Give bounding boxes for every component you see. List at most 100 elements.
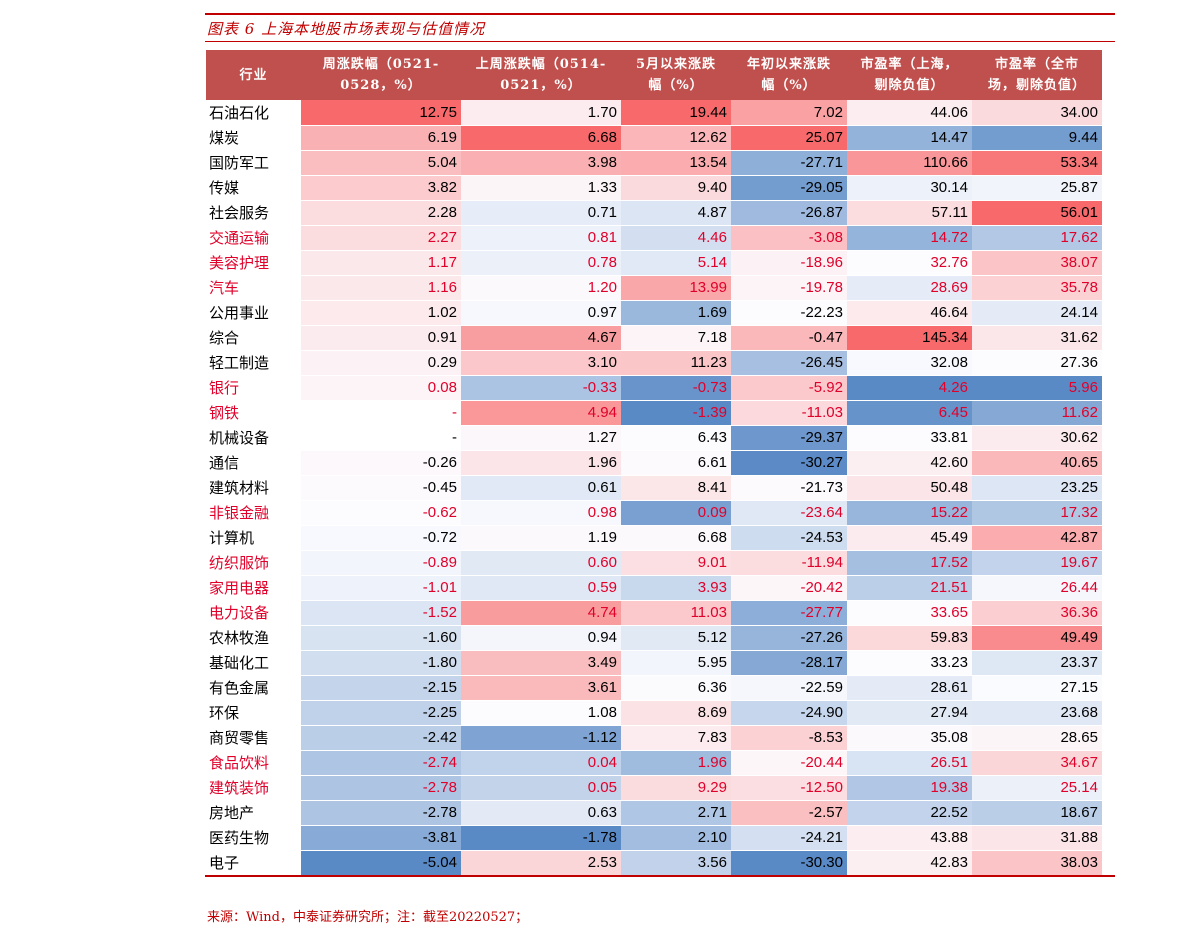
value-cell: -26.45 xyxy=(731,350,847,376)
value-cell: 0.29 xyxy=(301,350,461,376)
value-cell: 27.36 xyxy=(972,350,1102,376)
table-row: 通信 -0.26 1.96 6.61 -30.27 42.60 40.65 xyxy=(206,450,1102,476)
table-row: 国防军工 5.04 3.98 13.54 -27.71 110.66 53.34 xyxy=(206,150,1102,176)
value-cell: 2.53 xyxy=(461,850,621,876)
value-cell: 26.44 xyxy=(972,575,1102,601)
value-cell: -2.74 xyxy=(301,750,461,776)
value-cell: 6.43 xyxy=(621,425,731,451)
value-cell: 38.07 xyxy=(972,250,1102,276)
value-cell: 1.96 xyxy=(621,750,731,776)
value-cell: -2.78 xyxy=(301,800,461,826)
industry-name: 纺织服饰 xyxy=(206,550,301,576)
value-cell: 36.36 xyxy=(972,600,1102,626)
value-cell: 53.34 xyxy=(972,150,1102,176)
value-cell: -20.44 xyxy=(731,750,847,776)
value-cell: 5.12 xyxy=(621,625,731,651)
value-cell: 1.16 xyxy=(301,275,461,301)
table-row: 农林牧渔 -1.60 0.94 5.12 -27.26 59.83 49.49 xyxy=(206,625,1102,651)
value-cell: 7.02 xyxy=(731,100,847,126)
industry-name: 家用电器 xyxy=(206,575,301,601)
value-cell: -2.78 xyxy=(301,775,461,801)
value-cell: -5.04 xyxy=(301,850,461,876)
value-cell: 0.98 xyxy=(461,500,621,526)
value-cell: 35.78 xyxy=(972,275,1102,301)
industry-name: 电子 xyxy=(206,850,301,876)
value-cell: 0.63 xyxy=(461,800,621,826)
table-row: 美容护理 1.17 0.78 5.14 -18.96 32.76 38.07 xyxy=(206,250,1102,276)
value-cell: 4.87 xyxy=(621,200,731,226)
industry-name: 计算机 xyxy=(206,525,301,551)
table-row: 食品饮料 -2.74 0.04 1.96 -20.44 26.51 34.67 xyxy=(206,750,1102,776)
value-cell: 19.44 xyxy=(621,100,731,126)
value-cell: 0.94 xyxy=(461,625,621,651)
industry-name: 银行 xyxy=(206,375,301,401)
industry-name: 钢铁 xyxy=(206,400,301,426)
value-cell: 27.15 xyxy=(972,675,1102,701)
industry-name: 机械设备 xyxy=(206,425,301,451)
value-cell: 0.91 xyxy=(301,325,461,351)
header-last-week-change: 上周涨跌幅（0514- 0521，%） xyxy=(461,50,621,100)
value-cell: -1.78 xyxy=(461,825,621,851)
value-cell: -23.64 xyxy=(731,500,847,526)
value-cell: -1.80 xyxy=(301,650,461,676)
value-cell: 4.26 xyxy=(847,375,972,401)
value-cell: 0.71 xyxy=(461,200,621,226)
value-cell: 23.68 xyxy=(972,700,1102,726)
value-cell: -21.73 xyxy=(731,475,847,501)
header-month-change: 5月以来涨跌 幅（%） xyxy=(621,50,731,100)
value-cell: 18.67 xyxy=(972,800,1102,826)
value-cell: 22.52 xyxy=(847,800,972,826)
value-cell: 28.69 xyxy=(847,275,972,301)
table-row: 建筑材料 -0.45 0.61 8.41 -21.73 50.48 23.25 xyxy=(206,475,1102,501)
bottom-rule xyxy=(205,875,1115,877)
value-cell: 0.09 xyxy=(621,500,731,526)
table-row: 商贸零售 -2.42 -1.12 7.83 -8.53 35.08 28.65 xyxy=(206,725,1102,751)
industry-name: 环保 xyxy=(206,700,301,726)
value-cell: 5.96 xyxy=(972,375,1102,401)
industry-name: 通信 xyxy=(206,450,301,476)
value-cell: 6.36 xyxy=(621,675,731,701)
value-cell: 7.83 xyxy=(621,725,731,751)
value-cell: -29.37 xyxy=(731,425,847,451)
value-cell: -5.92 xyxy=(731,375,847,401)
value-cell: 33.81 xyxy=(847,425,972,451)
table-row: 轻工制造 0.29 3.10 11.23 -26.45 32.08 27.36 xyxy=(206,350,1102,376)
table-row: 银行 0.08 -0.33 -0.73 -5.92 4.26 5.96 xyxy=(206,375,1102,401)
value-cell: -18.96 xyxy=(731,250,847,276)
table-row: 建筑装饰 -2.78 0.05 9.29 -12.50 19.38 25.14 xyxy=(206,775,1102,801)
value-cell: -8.53 xyxy=(731,725,847,751)
value-cell: 33.23 xyxy=(847,650,972,676)
value-cell: 8.69 xyxy=(621,700,731,726)
value-cell: 0.97 xyxy=(461,300,621,326)
value-cell: -19.78 xyxy=(731,275,847,301)
value-cell: 32.08 xyxy=(847,350,972,376)
table-row: 社会服务 2.28 0.71 4.87 -26.87 57.11 56.01 xyxy=(206,200,1102,226)
value-cell: -1.12 xyxy=(461,725,621,751)
value-cell: -1.01 xyxy=(301,575,461,601)
value-cell: 25.87 xyxy=(972,175,1102,201)
value-cell: -22.23 xyxy=(731,300,847,326)
value-cell: 3.93 xyxy=(621,575,731,601)
value-cell: 50.48 xyxy=(847,475,972,501)
value-cell: -1.39 xyxy=(621,400,731,426)
value-cell: 56.01 xyxy=(972,200,1102,226)
value-cell: 145.34 xyxy=(847,325,972,351)
table-row: 非银金融 -0.62 0.98 0.09 -23.64 15.22 17.32 xyxy=(206,500,1102,526)
value-cell: 28.61 xyxy=(847,675,972,701)
value-cell: 0.60 xyxy=(461,550,621,576)
table-row: 机械设备 -1.27 6.43 -29.37 33.81 30.62 xyxy=(206,425,1102,451)
industry-name: 煤炭 xyxy=(206,125,301,151)
industry-name: 非银金融 xyxy=(206,500,301,526)
value-cell: 3.10 xyxy=(461,350,621,376)
value-cell: -27.26 xyxy=(731,625,847,651)
value-cell: 32.76 xyxy=(847,250,972,276)
industry-name: 建筑装饰 xyxy=(206,775,301,801)
title-rule xyxy=(205,41,1115,42)
value-cell: 21.51 xyxy=(847,575,972,601)
value-cell: 25.14 xyxy=(972,775,1102,801)
value-cell: -0.45 xyxy=(301,475,461,501)
table-row: 家用电器 -1.01 0.59 3.93 -20.42 21.51 26.44 xyxy=(206,575,1102,601)
source-note: 来源：Wind，中泰证券研究所；注：截至20220527； xyxy=(207,910,529,925)
value-cell: 45.49 xyxy=(847,525,972,551)
value-cell: -0.47 xyxy=(731,325,847,351)
